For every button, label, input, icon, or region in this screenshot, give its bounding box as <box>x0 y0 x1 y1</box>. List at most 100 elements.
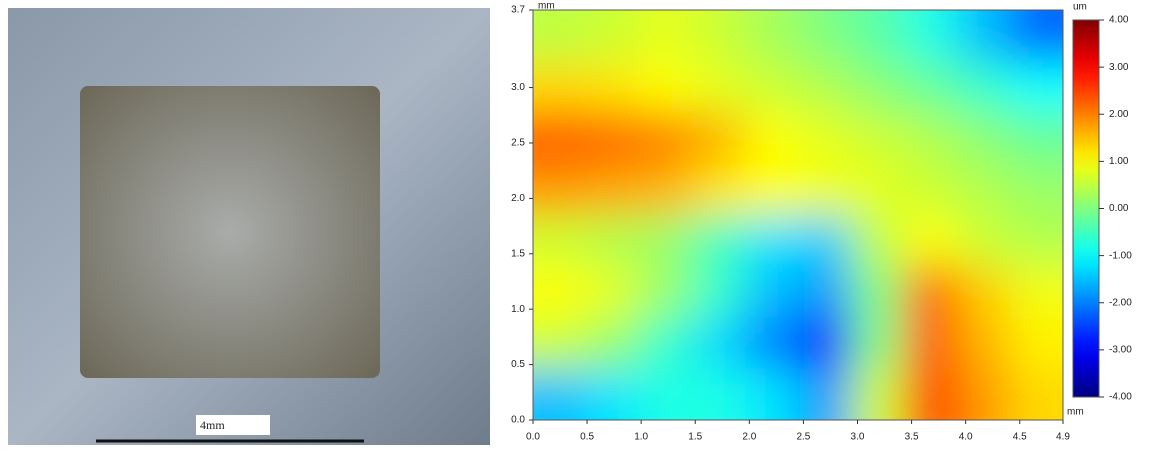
colorbar-tick-label: 2.00 <box>1109 109 1129 120</box>
x-tick-label: 2.5 <box>796 432 810 443</box>
heatmap-cell <box>1010 10 1063 62</box>
heatmap-cell <box>904 266 958 319</box>
heatmap-cell <box>586 112 640 165</box>
heatmap-cell <box>586 61 640 114</box>
x-unit: mm <box>1067 407 1084 418</box>
heatmap-cell <box>533 266 587 319</box>
heatmap-cell <box>904 214 958 267</box>
heatmap-cell <box>904 368 958 420</box>
heatmap-cell <box>798 266 852 319</box>
scale-label: 4mm <box>200 418 225 432</box>
colorbar-unit: um <box>1073 2 1087 13</box>
heatmap-cell <box>639 317 693 370</box>
y-unit: mm <box>538 1 555 12</box>
x-tick-label: 0.0 <box>526 432 540 443</box>
heatmap-cell <box>745 112 799 165</box>
heatmap-cell <box>692 163 746 216</box>
heatmap-cell <box>586 317 640 370</box>
y-tick-label: 3.7 <box>511 5 525 16</box>
heatmap-cell <box>957 214 1011 267</box>
heatmap-cell <box>798 163 852 216</box>
heatmap-cell <box>851 61 905 114</box>
heatmap-cell <box>692 10 746 62</box>
heatmap-cell <box>639 368 693 420</box>
x-tick-label: 3.5 <box>905 432 919 443</box>
heatmap-cell <box>798 10 852 62</box>
colorbar-tick-label: -4.00 <box>1109 392 1132 403</box>
colorbar <box>1072 19 1100 398</box>
heatmap-cell <box>533 10 587 62</box>
heatmap-cell <box>533 317 587 370</box>
heatmap-cell <box>957 163 1011 216</box>
heatmap-cell <box>851 368 905 420</box>
x-tick-label: 2.0 <box>742 432 756 443</box>
heatmap-cell <box>957 368 1011 420</box>
heatmap-cell <box>851 10 905 62</box>
heatmap-cell <box>533 112 587 165</box>
heatmap-cell <box>692 368 746 420</box>
heatmap-cell <box>745 163 799 216</box>
x-tick-label: 3.0 <box>851 432 865 443</box>
colorbar-tick-label: -1.00 <box>1109 250 1132 261</box>
y-tick-label: 0.5 <box>511 359 525 370</box>
heatmap-cell <box>745 214 799 267</box>
heatmap-cell <box>639 266 693 319</box>
scale-label-box <box>196 415 270 435</box>
y-tick-label: 0.0 <box>511 415 525 426</box>
sample-patch <box>80 86 380 378</box>
heatmap-cell <box>745 61 799 114</box>
x-tick-label: 4.5 <box>1013 432 1027 443</box>
heatmap-cell <box>533 214 587 267</box>
heatmap-cell <box>1010 317 1063 370</box>
heatmap-cell <box>851 112 905 165</box>
y-tick-label: 1.0 <box>511 304 525 315</box>
heatmap-cell <box>586 266 640 319</box>
heatmap-cell <box>1010 112 1063 165</box>
heatmap-cell <box>957 61 1011 114</box>
heatmap-cell <box>851 266 905 319</box>
heatmap-cell <box>851 163 905 216</box>
heatmap-cell <box>798 317 852 370</box>
heatmap-cell <box>586 214 640 267</box>
heatmap-cell <box>1010 368 1063 420</box>
heatmap-cell <box>533 61 587 114</box>
colorbar-tick-label: 1.00 <box>1109 156 1129 167</box>
heatmap <box>533 10 1063 420</box>
heatmap-cell <box>798 61 852 114</box>
x-tick-label: 1.0 <box>634 432 648 443</box>
heatmap-cell <box>745 317 799 370</box>
heatmap-cell <box>851 214 905 267</box>
heatmap-cell <box>904 163 958 216</box>
colorbar-tick-label: 0.00 <box>1109 203 1129 214</box>
colorbar-tick-label: -2.00 <box>1109 297 1132 308</box>
heatmap-cells <box>533 10 1063 420</box>
heatmap-cell <box>639 163 693 216</box>
heatmap-cell <box>639 112 693 165</box>
y-tick-label: 3.0 <box>511 82 525 93</box>
heatmap-cell <box>1010 163 1063 216</box>
x-tick-label: 1.5 <box>688 432 702 443</box>
heatmap-cell <box>904 317 958 370</box>
colorbar-tick-label: 4.00 <box>1109 15 1129 26</box>
y-tick-label: 1.5 <box>511 248 525 259</box>
heatmap-cell <box>586 163 640 216</box>
heatmap-cell <box>904 61 958 114</box>
heatmap-cell <box>904 10 958 62</box>
heatmap-cell <box>745 266 799 319</box>
plot-frame <box>532 9 1064 421</box>
heatmap-cell <box>745 368 799 420</box>
heatmap-cell <box>957 10 1011 62</box>
heatmap-cell <box>957 112 1011 165</box>
photo: 4mm <box>8 8 490 445</box>
heatmap-cell <box>639 214 693 267</box>
heatmap-cell <box>692 112 746 165</box>
heatmap-cell <box>692 61 746 114</box>
x-tick-label: 4.9 <box>1056 432 1070 443</box>
x-tick-label: 0.5 <box>580 432 594 443</box>
heatmap-cell <box>904 112 958 165</box>
heatmap-cell <box>957 317 1011 370</box>
heatmap-cell <box>1010 214 1063 267</box>
heatmap-cell <box>798 368 852 420</box>
